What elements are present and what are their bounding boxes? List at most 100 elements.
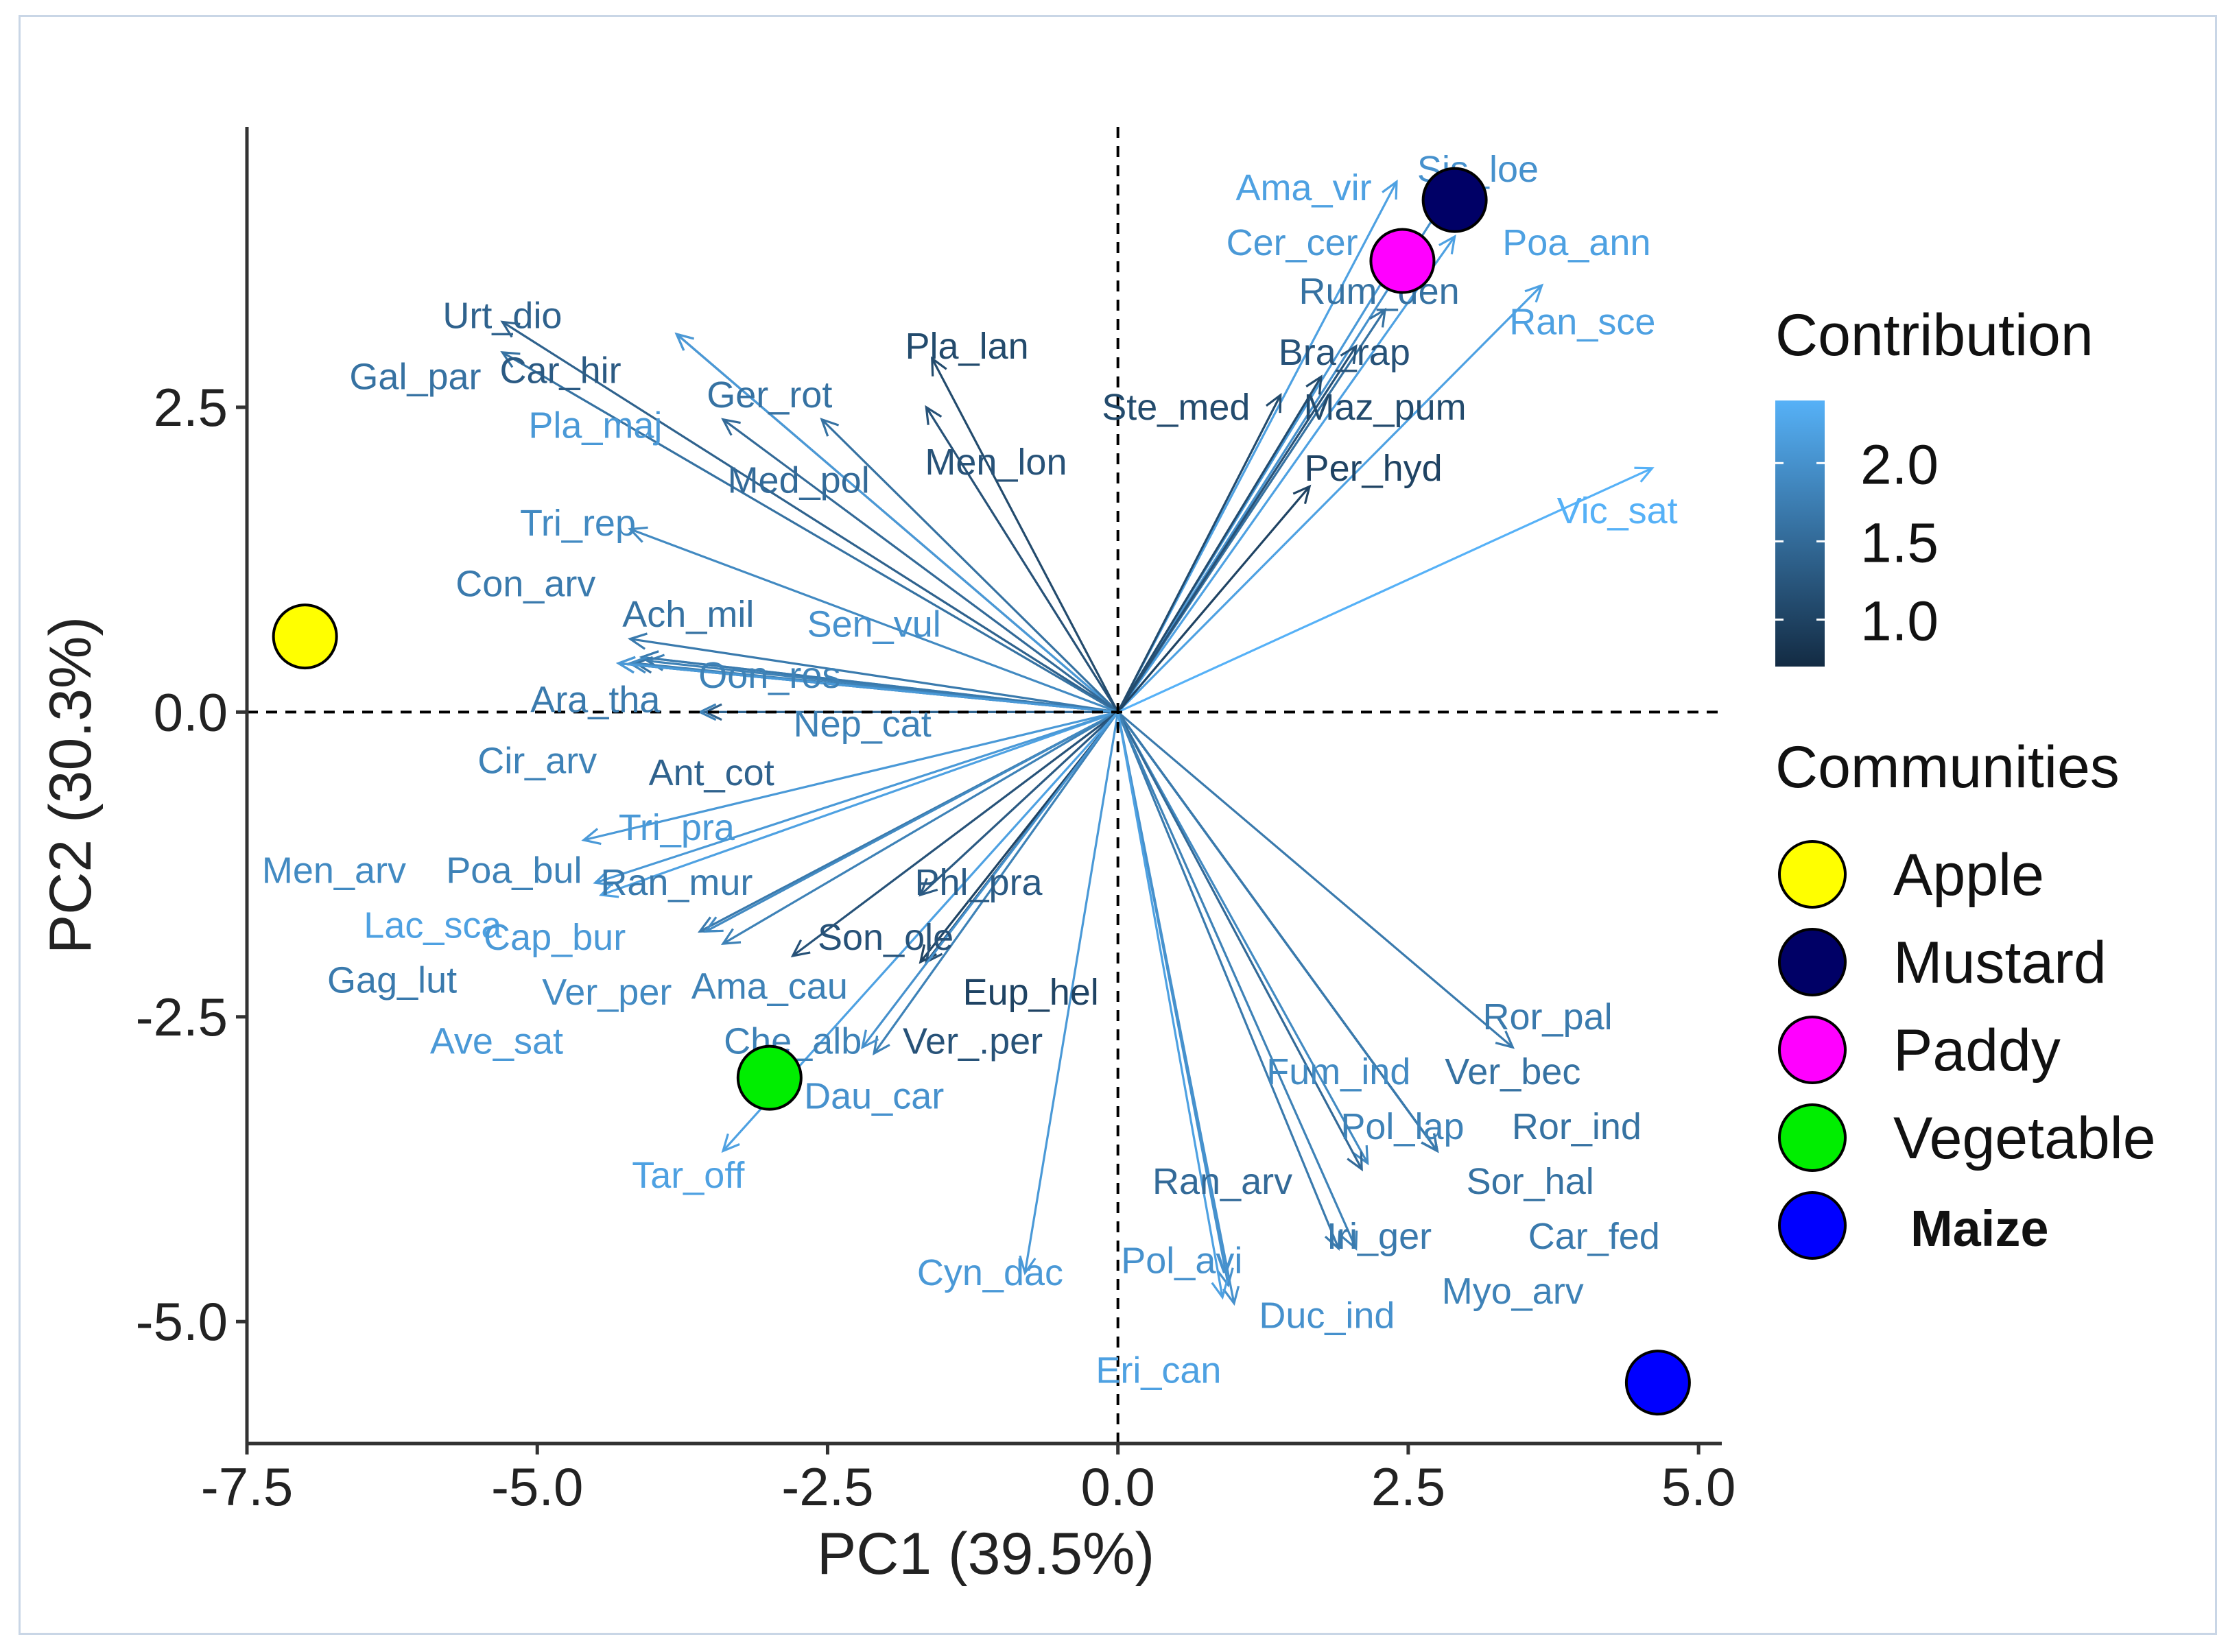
variable-label-Ant_cot: Ant_cot — [649, 752, 774, 793]
variable-label-Son_ole: Son_ole — [818, 917, 953, 958]
variable-label-Myo_arv: Myo_arv — [1442, 1271, 1584, 1312]
variable-label-Men_arv: Men_arv — [262, 850, 406, 891]
variable-label-Cap_bur: Cap_bur — [484, 917, 626, 958]
arrowhead-Ste_med — [1265, 392, 1282, 414]
legend-label-maize: Maize — [1910, 1200, 2049, 1257]
y-tick-label: 0.0 — [154, 682, 228, 742]
legend-label-apple: Apple — [1893, 842, 2044, 908]
variable-label-Cir_arv: Cir_arv — [477, 740, 597, 781]
community-points — [272, 167, 1691, 1416]
variable-label-Con_arv: Con_arv — [455, 564, 595, 605]
arrowhead-Lac_sca — [598, 881, 619, 898]
vector-Ran_sce — [1117, 284, 1543, 713]
variable-label-Ror_pal: Ror_pal — [1483, 996, 1613, 1038]
variable-label-Poa_bul: Poa_bul — [446, 850, 582, 891]
legend-key-apple — [1778, 840, 1847, 909]
arrowhead-Ger_rot — [820, 418, 840, 437]
arrowhead-Per_hyd — [1292, 484, 1312, 505]
legend-label-mustard: Mustard — [1893, 930, 2107, 996]
arrowhead-Ran_arv — [1347, 1151, 1363, 1172]
vector-Ror_pal — [1117, 711, 1514, 1049]
arrowhead-Pol_avi — [1216, 1267, 1234, 1288]
variable-label-Per_hyd: Per_hyd — [1305, 448, 1443, 489]
arrowhead-Tri_pra — [581, 828, 602, 846]
variable-label-Eup_hel: Eup_hel — [963, 972, 1099, 1013]
vector-Gal_par — [501, 351, 1119, 713]
community-point-mustard — [1421, 167, 1488, 233]
vector-Car_fed — [1117, 711, 1438, 1152]
arrowhead-Cyn_dac — [1019, 1255, 1036, 1276]
arrowhead-Cap_bur — [593, 870, 613, 887]
variable-label-Ver_per: Ver_per — [542, 972, 672, 1013]
variable-label-Men_lon: Men_lon — [925, 442, 1067, 483]
variable-label-Ran_arv: Ran_arv — [1152, 1161, 1292, 1202]
vector-Med_pol — [722, 418, 1119, 713]
x-axis-title: PC1 (39.5%) — [817, 1521, 1154, 1587]
variable-label-Tar_off: Tar_off — [632, 1155, 745, 1196]
arrowhead-Bra_rap — [1340, 344, 1358, 364]
variable-label-Ran_sce: Ran_sce — [1509, 301, 1655, 342]
vector-Maz_pum — [1117, 376, 1323, 713]
arrowhead-Son_ole — [790, 939, 811, 958]
y-axis-ticks: -5.0 -2.5 0.0 2.5 — [136, 377, 247, 1352]
vector-Ama_cau — [722, 710, 1119, 945]
variable-label-Dau_car: Dau_car — [804, 1075, 944, 1116]
x-tick-label: -5.0 — [491, 1457, 583, 1517]
variable-label-Cyn_dac: Cyn_dac — [917, 1252, 1063, 1293]
arrowhead-Maz_pum — [1305, 374, 1323, 395]
arrowhead-Men_arv — [628, 656, 648, 674]
variable-label-Fum_ind: Fum_ind — [1266, 1051, 1410, 1092]
variable-label-Nep_cat: Nep_cat — [794, 704, 932, 745]
arrowhead-Ama_cau — [720, 928, 742, 945]
vector-Tri_pra — [583, 710, 1119, 841]
arrowhead-Ran_sce — [1524, 283, 1544, 303]
vector-Ran_arv — [1117, 711, 1363, 1170]
variable-label-Pol_avi: Pol_avi — [1121, 1240, 1242, 1281]
x-tick-label: 0.0 — [1080, 1457, 1154, 1517]
arrowhead-Urt_dio — [500, 320, 521, 338]
variable-label-Ave_sat: Ave_sat — [430, 1020, 563, 1062]
variable-label-Gal_par: Gal_par — [349, 356, 481, 397]
colorbar-gradient — [1775, 400, 1825, 667]
arrowhead-Phl_pra — [919, 878, 938, 897]
arrowhead-Dau_car — [861, 1029, 879, 1050]
variable-label-Urt_dio: Urt_dio — [442, 296, 562, 337]
figure-frame — [19, 15, 2217, 1635]
variable-label-Sor_hal: Sor_hal — [1467, 1161, 1594, 1202]
arrowhead-Ama_vir — [1382, 179, 1398, 200]
variable-label-Ver_.per: Ver_.per — [903, 1020, 1043, 1062]
arrowhead-Men_lon — [925, 405, 943, 425]
arrowhead-Pla_maj — [674, 332, 694, 351]
vector-Tri_rep — [630, 528, 1119, 713]
vector-Lac_sca — [600, 710, 1119, 896]
variable-label-Ver_bec: Ver_bec — [1445, 1051, 1580, 1092]
arrowhead-Poa_ann — [1438, 234, 1456, 254]
arrowhead-Iri_ger — [1324, 1230, 1341, 1251]
arrowhead-Nep_cat — [697, 703, 717, 721]
loading-vectors — [500, 179, 1655, 1306]
arrowhead-Pla_lan — [931, 356, 947, 376]
x-tick-label: -2.5 — [781, 1457, 873, 1517]
variable-label-Ara_tha: Ara_tha — [530, 680, 661, 721]
variable-labels: Urt_dio Gal_par Car_hir Pla_maj Ger_rot Pla_l… — [262, 149, 1678, 1391]
vector-Iri_ger — [1117, 711, 1340, 1249]
colorbar-title: Contribution — [1775, 302, 2094, 368]
variable-label-Maz_pum: Maz_pum — [1304, 387, 1467, 428]
vector-Urt_dio — [501, 321, 1119, 713]
communities-legend-title: Communities — [1775, 734, 2120, 800]
arrowhead-Tri_rep — [628, 526, 648, 543]
legend-label-paddy: Paddy — [1893, 1018, 2061, 1084]
vector-Pla_lan — [931, 358, 1120, 713]
colorbar-ticks: 2.0 1.5 1.0 — [1775, 433, 1939, 653]
variable-label-Cer_cer: Cer_cer — [1227, 222, 1358, 263]
arrowhead-Fum_ind — [1352, 1145, 1369, 1166]
vector-Dau_car — [861, 711, 1119, 1049]
vector-Bra_rap — [1117, 346, 1358, 713]
variable-label-Duc_ind: Duc_ind — [1259, 1295, 1395, 1336]
arrowhead-Ave_sat — [616, 656, 636, 674]
arrowhead-Rum_den — [1369, 307, 1387, 328]
vector-Che_alb — [873, 711, 1119, 1055]
variable-label-Eri_can: Eri_can — [1095, 1350, 1221, 1391]
vector-Ste_med — [1117, 394, 1282, 713]
vector-Phl_pra — [919, 711, 1119, 896]
